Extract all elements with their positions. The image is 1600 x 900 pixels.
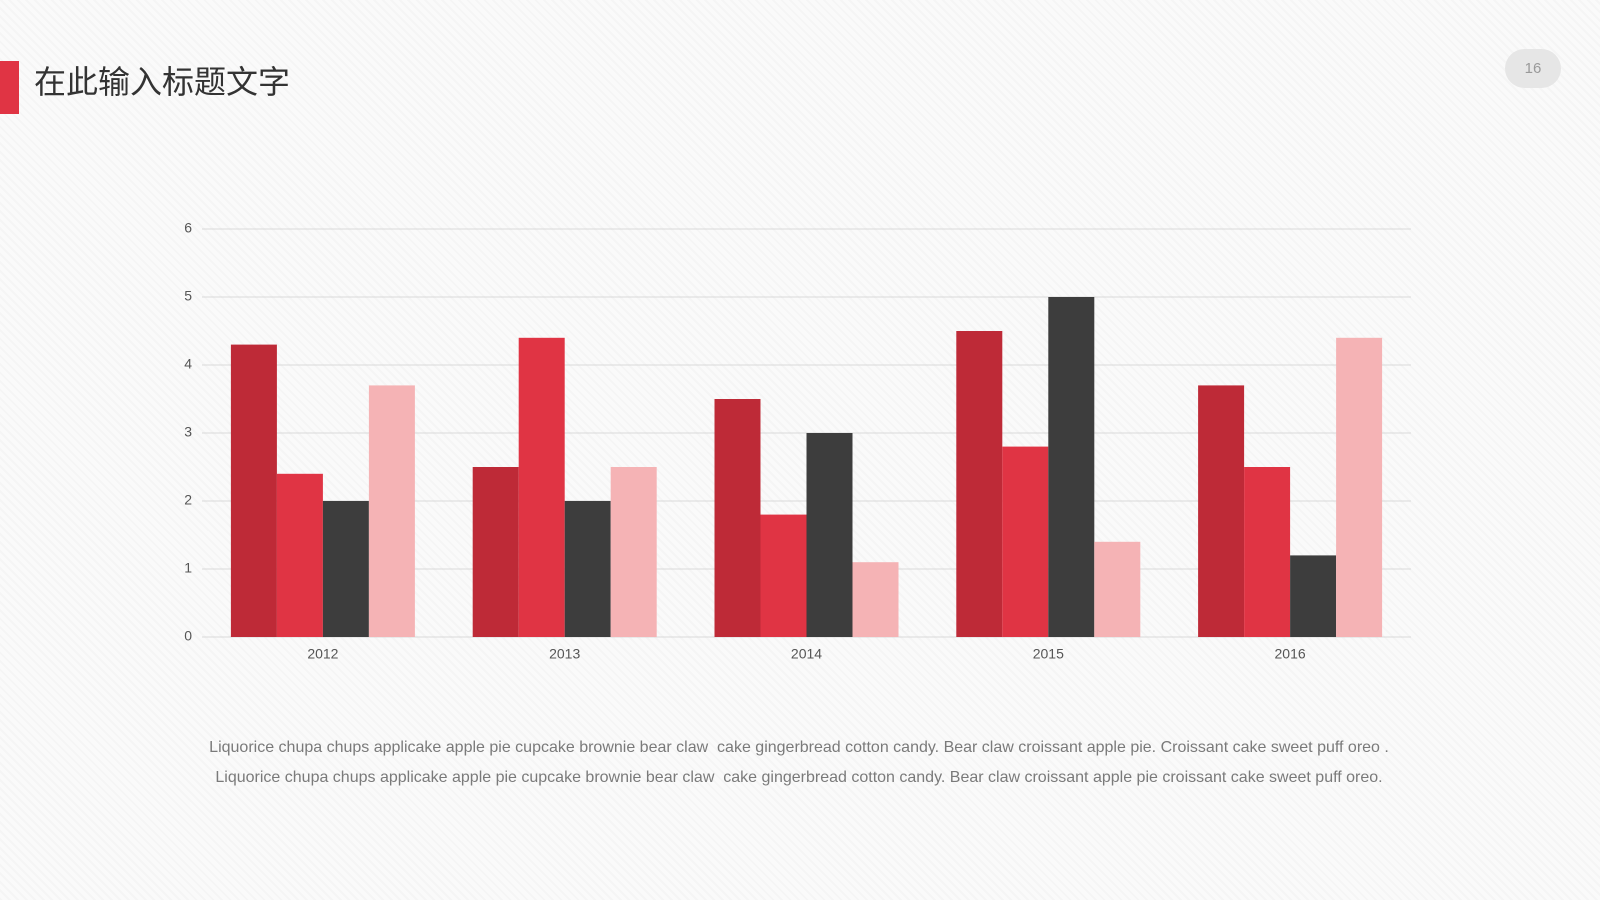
- y-tick-label: 2: [184, 492, 192, 508]
- bar: [610, 467, 657, 637]
- bar: [518, 337, 565, 637]
- bar: [760, 514, 807, 637]
- bar: [852, 562, 899, 637]
- bar: [1094, 541, 1141, 637]
- y-tick-label: 1: [184, 560, 192, 576]
- bar: [1244, 467, 1291, 637]
- x-tick-label: 2014: [791, 646, 822, 662]
- bar: [230, 344, 277, 637]
- x-tick-label: 2013: [549, 646, 580, 662]
- bar: [714, 399, 761, 637]
- page-number: 16: [1525, 60, 1542, 77]
- y-tick-label: 3: [184, 424, 192, 440]
- bar: [1048, 297, 1095, 637]
- x-tick-label: 2016: [1275, 646, 1306, 662]
- page-number-pill: [1505, 49, 1561, 88]
- bar: [1290, 555, 1337, 637]
- y-tick-label: 5: [184, 288, 192, 304]
- bar: [1198, 385, 1245, 637]
- bar: [472, 467, 519, 637]
- bar: [276, 473, 323, 637]
- x-tick-label: 2015: [1033, 646, 1064, 662]
- y-tick-label: 6: [184, 220, 192, 236]
- title-accent: [0, 61, 19, 114]
- slide-title: 在此输入标题文字: [34, 63, 290, 101]
- body-text: Liquorice chupa chups applicake apple pi…: [209, 739, 1389, 756]
- x-tick-label: 2012: [307, 646, 338, 662]
- bar: [368, 385, 415, 637]
- bar: [956, 331, 1003, 637]
- y-tick-label: 0: [184, 628, 192, 644]
- bar: [564, 501, 611, 637]
- bar: [806, 433, 853, 637]
- body-text: Liquorice chupa chups applicake apple pi…: [215, 769, 1382, 786]
- bar: [1002, 446, 1049, 637]
- bar: [1336, 337, 1383, 637]
- y-tick-label: 4: [184, 356, 192, 372]
- bar: [322, 501, 369, 637]
